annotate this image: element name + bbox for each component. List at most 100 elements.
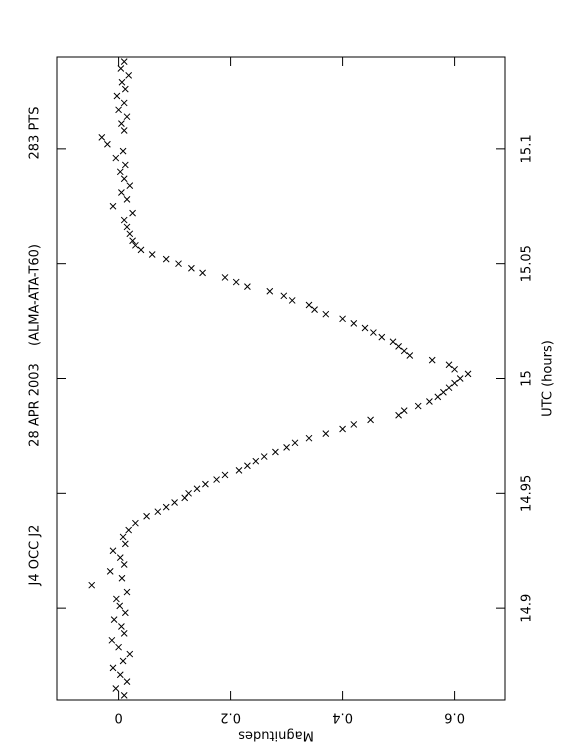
data-point [414, 402, 422, 410]
data-point [370, 329, 377, 336]
data-point [367, 416, 374, 424]
data-point [120, 99, 128, 107]
data-point [445, 361, 453, 369]
data-point [440, 388, 447, 396]
data-point [109, 664, 117, 672]
data-point [132, 519, 139, 527]
y-tick-label: 0.4 [332, 710, 353, 725]
data-point [116, 671, 124, 679]
data-point [121, 540, 129, 548]
data-point [350, 320, 358, 327]
data-point [244, 462, 251, 470]
x-tick-label: 15.1 [520, 134, 535, 163]
x-tick-label: 15 [520, 370, 535, 387]
data-point [280, 292, 288, 300]
data-point [113, 595, 120, 603]
data-point [120, 216, 128, 224]
y-tick-label: 0 [114, 710, 122, 725]
data-point [162, 255, 170, 263]
data-point [129, 209, 136, 217]
x-tick-label: 14.95 [520, 475, 535, 512]
data-point [305, 301, 313, 309]
data-point [118, 78, 126, 86]
data-point [106, 568, 114, 575]
data-point [137, 246, 145, 254]
data-point [143, 512, 150, 520]
data-point [129, 237, 136, 245]
data-point [311, 306, 318, 313]
data-point [322, 430, 330, 437]
data-point [123, 113, 131, 121]
data-point [118, 120, 125, 127]
data-point [291, 439, 299, 447]
data-point [193, 485, 201, 493]
data-point [120, 692, 128, 699]
data-point [232, 278, 240, 286]
data-point [118, 574, 126, 582]
data-point [322, 310, 330, 318]
data-point [451, 365, 458, 373]
data-point [400, 407, 408, 415]
data-point [117, 65, 125, 72]
x-tick-label: 15.05 [520, 245, 535, 282]
chart-title: J4 OCC J2 [28, 525, 43, 587]
data-point [98, 134, 106, 141]
data-point [125, 72, 133, 79]
data-point [116, 168, 124, 176]
data-point [260, 453, 268, 460]
chart-title: 283 PTS [28, 107, 43, 160]
chart-title: 28 APR 2003 [28, 363, 43, 447]
data-point [126, 182, 134, 189]
data-point [400, 347, 408, 355]
data-point [434, 393, 442, 401]
data-point [389, 338, 397, 346]
data-point [185, 489, 192, 497]
data-point [120, 561, 128, 568]
data-point [350, 421, 358, 428]
data-point [126, 650, 134, 658]
data-point [120, 630, 128, 637]
data-point [108, 636, 116, 644]
rotated-plot: J4 OCC J2 28 APR 2003 (ALMA-ATA-T60) 283 PT… [28, 56, 556, 743]
data-point [115, 643, 122, 651]
data-point [109, 547, 117, 555]
y-tick-label: 0.2 [220, 710, 241, 725]
data-point [171, 499, 178, 506]
data-point [121, 161, 129, 169]
data-point [428, 356, 436, 364]
data-point [109, 202, 117, 210]
data-point [221, 274, 229, 281]
data-point [118, 623, 125, 630]
data-point [445, 384, 453, 392]
data-point [288, 297, 296, 304]
data-point [244, 283, 251, 290]
data-point [115, 106, 122, 114]
data-point [199, 269, 206, 277]
data-point [148, 251, 156, 258]
data-point [123, 588, 131, 596]
data-point [116, 554, 124, 561]
data-point [113, 92, 121, 100]
data-point [121, 85, 129, 93]
data-point [252, 457, 260, 465]
data-point [123, 678, 131, 685]
data-point [395, 342, 402, 350]
data-point [188, 264, 195, 272]
data-point [121, 609, 129, 617]
data-point [126, 230, 134, 238]
data-point [464, 370, 472, 378]
data-point [162, 503, 170, 511]
data-point [235, 467, 243, 474]
data-point [125, 526, 133, 534]
data-point [104, 140, 111, 148]
y-tick-label: 0.6 [444, 710, 465, 725]
data-point [361, 324, 369, 332]
data-point [110, 616, 118, 623]
data-point [339, 315, 346, 323]
plot-frame [56, 56, 506, 701]
data-point [132, 241, 139, 249]
y-axis-label: Magnitudes [238, 728, 314, 743]
chart-title: (ALMA-ATA-T60) [28, 244, 43, 346]
data-point [112, 154, 120, 162]
